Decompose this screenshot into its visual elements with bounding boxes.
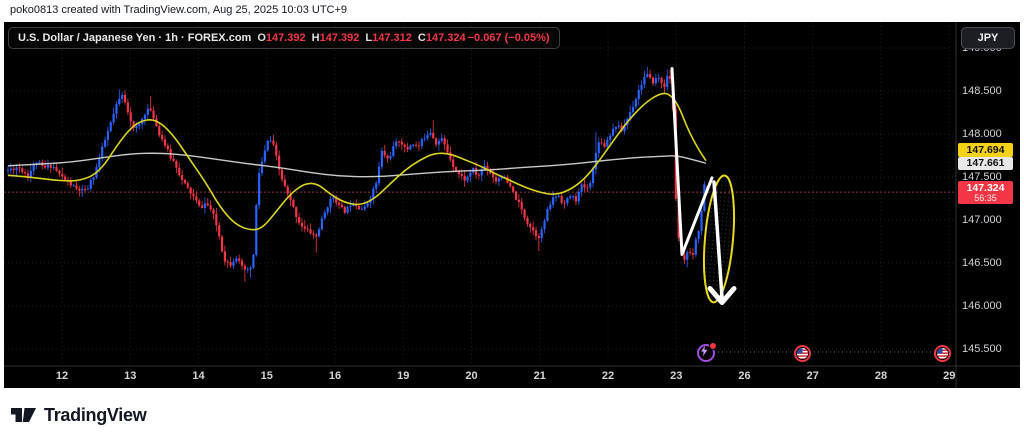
price-axis-label: 148.500 [962, 84, 1002, 97]
ma-slow-price-label: 147.661 [958, 157, 1013, 170]
time-axis-label: 28 [874, 370, 888, 382]
time-axis-label: 29 [943, 370, 956, 382]
time-axis-label: 26 [738, 370, 751, 382]
time-axis-label: 21 [533, 370, 546, 382]
time-axis-label: 14 [192, 370, 205, 382]
time-axis-label: 19 [397, 370, 410, 382]
time-axis-label: 12 [55, 370, 69, 382]
last-price-label: 147.324 56:35 [958, 181, 1013, 204]
tradingview-logo[interactable]: TradingView [10, 403, 147, 427]
last-price-value: 147.324 [966, 182, 1005, 194]
tradingview-logo-text: TradingView [44, 404, 147, 425]
time-axis-label: 27 [806, 370, 819, 382]
change-value: −0.067 (−0.05%) [467, 32, 550, 44]
ohlc-pair: O147.392 [257, 32, 306, 44]
time-axis-label: 20 [465, 370, 478, 382]
price-axis-label: 145.500 [962, 342, 1002, 355]
time-axis-label: 16 [328, 370, 342, 382]
time-axis-label: 15 [260, 370, 273, 382]
ohlc-pair: C147.324 [417, 32, 466, 44]
price-axis-label: 146.000 [962, 299, 1002, 312]
price-axis-label: 147.000 [962, 213, 1002, 226]
notification-dot [709, 342, 717, 350]
price-axis-label: 146.500 [962, 256, 1002, 269]
us-flag-icon [933, 344, 951, 362]
tradingview-logo-icon [11, 408, 36, 422]
price-axis-label: 148.000 [962, 127, 1002, 140]
time-axis-label: 13 [124, 370, 137, 382]
us-flag-icon [793, 344, 811, 362]
lightning-bolt-icon [697, 342, 717, 362]
ohlc-values: O147.392 H147.392 L147.312 C147.324 [257, 32, 465, 44]
ohlc-pair: L147.312 [365, 32, 412, 44]
time-axis-label: 22 [601, 370, 615, 382]
chart-panel [4, 22, 1020, 388]
currency-toggle-button[interactable]: JPY [961, 27, 1015, 49]
us-economic-event-icon[interactable] [933, 344, 951, 362]
bar-countdown: 56:35 [974, 193, 997, 203]
us-economic-event-icon[interactable] [793, 344, 811, 362]
price-axis-label: 147.500 [962, 170, 1002, 183]
time-axis-label: 23 [670, 370, 683, 382]
symbol-header[interactable]: U.S. Dollar / Japanese Yen · 1h · FOREX.… [8, 27, 560, 49]
attribution-text: poko0813 created with TradingView.com, A… [10, 4, 348, 16]
ohlc-pair: H147.392 [311, 32, 360, 44]
ma-fast-price-label: 147.694 [958, 143, 1013, 157]
high-importance-event-icon[interactable] [697, 342, 717, 362]
symbol-title: U.S. Dollar / Japanese Yen · 1h · FOREX.… [18, 32, 252, 44]
